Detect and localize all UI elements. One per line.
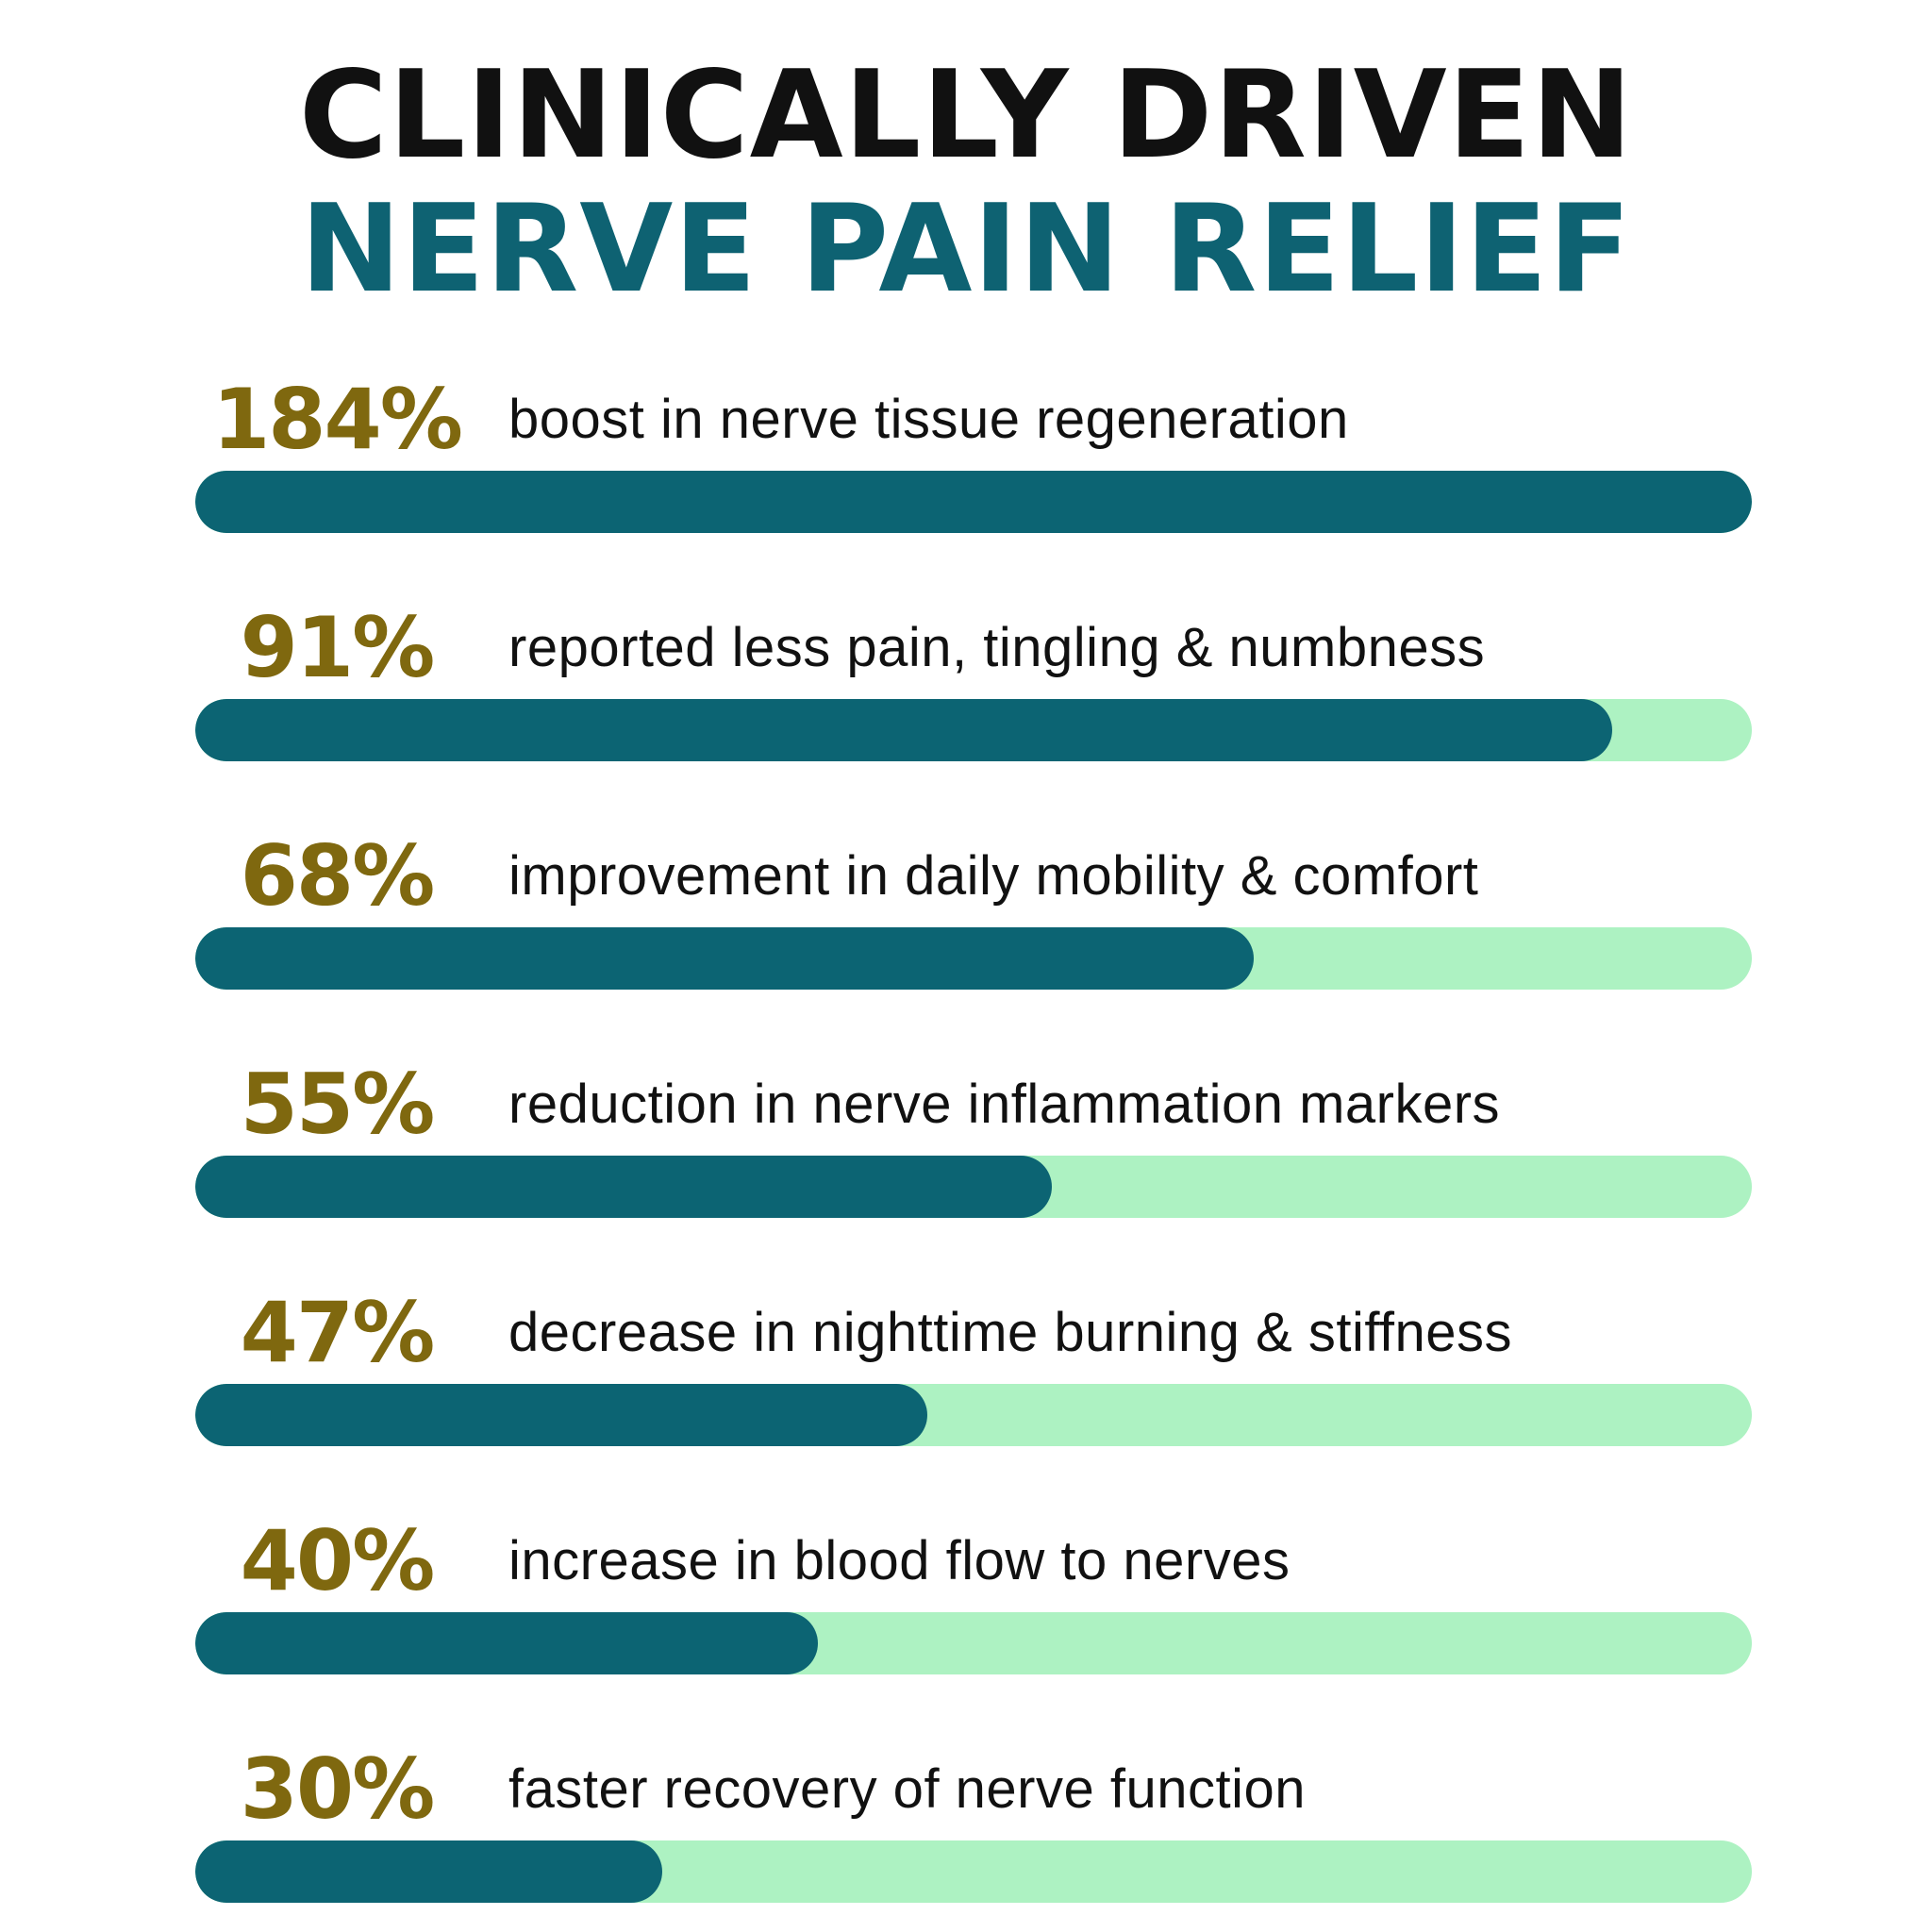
stat-value: 91% [240, 599, 436, 696]
progress-bar-fill [195, 471, 1752, 533]
stat-row-4: 47% decrease in nighttime burning & stif… [195, 1286, 1752, 1446]
stat-value: 40% [240, 1512, 436, 1609]
progress-bar-track [195, 1156, 1752, 1218]
stat-row-3: 55% reduction in nerve inflammation mark… [195, 1058, 1752, 1218]
progress-bar-track [195, 1384, 1752, 1446]
stat-row-6: 30% faster recovery of nerve function [195, 1742, 1752, 1903]
stat-row-2: 68% improvement in daily mobility & comf… [195, 829, 1752, 990]
headline-line-2: NERVE PAIN RELIEF [300, 179, 1632, 320]
progress-bar-track [195, 471, 1752, 533]
stat-value: 30% [240, 1740, 436, 1838]
stat-value: 47% [240, 1284, 436, 1381]
stat-label: faster recovery of nerve function [508, 1758, 1307, 1820]
stat-label: boost in nerve tissue regeneration [508, 389, 1349, 450]
stat-row-0: 184% boost in nerve tissue regeneration [195, 373, 1752, 533]
progress-bar-track [195, 1840, 1752, 1903]
stat-value: 55% [240, 1056, 436, 1153]
stat-label: increase in blood flow to nerves [508, 1530, 1291, 1591]
progress-bar-fill [195, 1384, 927, 1446]
stat-label: reported less pain, tingling & numbness [508, 617, 1486, 678]
stat-value: 68% [240, 827, 436, 924]
progress-bar-fill [195, 927, 1254, 990]
stat-label: reduction in nerve inflammation markers [508, 1074, 1501, 1135]
headline-line-1: CLINICALLY DRIVEN [298, 45, 1634, 186]
stat-row-5: 40% increase in blood flow to nerves [195, 1514, 1752, 1674]
progress-bar-fill [195, 699, 1612, 761]
progress-bar-track [195, 699, 1752, 761]
progress-bar-fill [195, 1156, 1052, 1218]
stat-row-1: 91% reported less pain, tingling & numbn… [195, 601, 1752, 761]
progress-bar-track [195, 1612, 1752, 1674]
stat-value: 184% [212, 371, 463, 468]
progress-bar-fill [195, 1840, 662, 1903]
progress-bar-track [195, 927, 1752, 990]
stat-label: decrease in nighttime burning & stiffnes… [508, 1302, 1513, 1363]
stat-label: improvement in daily mobility & comfort [508, 845, 1479, 907]
progress-bar-fill [195, 1612, 818, 1674]
